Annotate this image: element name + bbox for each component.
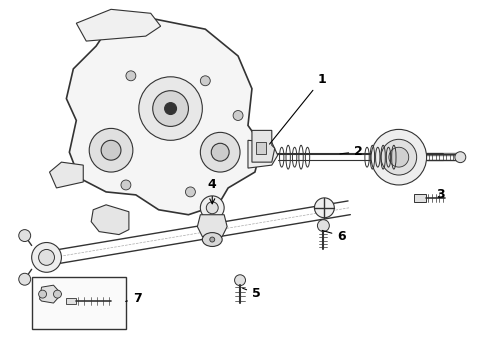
Text: 2: 2: [340, 145, 363, 158]
Polygon shape: [197, 215, 227, 237]
Circle shape: [165, 103, 176, 114]
Circle shape: [53, 290, 61, 298]
Polygon shape: [66, 19, 262, 215]
Bar: [256, 142, 266, 154]
Circle shape: [371, 129, 427, 185]
Ellipse shape: [202, 233, 222, 247]
Circle shape: [39, 290, 47, 298]
Bar: [414, 194, 426, 202]
Circle shape: [210, 237, 215, 242]
Circle shape: [455, 152, 466, 163]
Circle shape: [200, 196, 224, 220]
Circle shape: [200, 76, 210, 86]
Text: 6: 6: [322, 230, 346, 243]
Polygon shape: [248, 140, 278, 168]
Circle shape: [185, 187, 196, 197]
Circle shape: [200, 132, 240, 172]
Circle shape: [233, 111, 243, 121]
Circle shape: [153, 91, 189, 126]
Circle shape: [211, 143, 229, 161]
Circle shape: [19, 230, 31, 242]
Text: 3: 3: [437, 188, 445, 201]
Circle shape: [318, 220, 329, 231]
Circle shape: [235, 275, 245, 286]
Circle shape: [315, 198, 334, 218]
Polygon shape: [49, 162, 83, 188]
Polygon shape: [76, 9, 161, 41]
Circle shape: [32, 243, 61, 272]
Circle shape: [126, 71, 136, 81]
Circle shape: [139, 77, 202, 140]
Text: 7: 7: [125, 292, 142, 305]
Circle shape: [19, 273, 31, 285]
Text: 5: 5: [243, 287, 261, 300]
Circle shape: [39, 249, 54, 265]
Circle shape: [101, 140, 121, 160]
Polygon shape: [252, 130, 275, 162]
Text: 4: 4: [208, 178, 217, 204]
Circle shape: [121, 180, 131, 190]
Polygon shape: [91, 205, 129, 235]
Bar: [66, 298, 76, 304]
Polygon shape: [40, 285, 61, 303]
Circle shape: [206, 202, 218, 214]
Bar: [32, 277, 126, 329]
Circle shape: [89, 129, 133, 172]
Text: 1: 1: [270, 73, 326, 144]
Circle shape: [389, 147, 409, 167]
Circle shape: [381, 139, 416, 175]
